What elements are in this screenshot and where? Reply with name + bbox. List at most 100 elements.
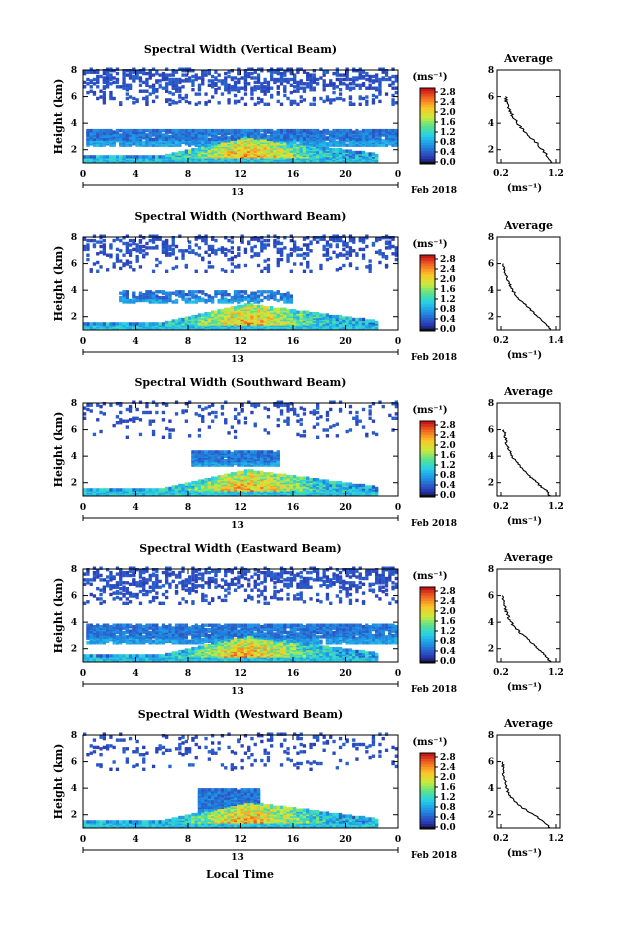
colorbar-tick-label: 1.2 — [440, 627, 456, 637]
colorbar-unit: (ms⁻¹) — [412, 239, 447, 250]
colorbar-frame — [419, 254, 436, 332]
colorbar-tick-label: 1.2 — [440, 461, 456, 471]
colorbar-tick-label: 2.8 — [440, 421, 456, 431]
colorbar-tick-label: 2.0 — [440, 275, 456, 285]
colorbar-tick-label: 0.0 — [440, 657, 456, 667]
colorbar-unit: (ms⁻¹) — [412, 737, 447, 748]
avg-y-tick-label: 2 — [488, 645, 494, 655]
panel-5: Spectral Width (Westward Beam) 2 4 6 8 Height… — [52, 708, 564, 863]
avg-x-tick-label: 0.2 — [493, 668, 509, 678]
colorbar-tick-label: 0.4 — [440, 148, 456, 158]
avg-x-tick-label: 1.4 — [548, 336, 564, 346]
colorbar-tick-label: 0.8 — [440, 305, 456, 315]
average-frame — [496, 236, 561, 331]
x-tick-label: 8 — [185, 170, 191, 180]
x-tick-label: 12 — [234, 503, 247, 513]
average-title: Average — [503, 219, 553, 232]
colorbar-tick-label: 2.4 — [440, 597, 456, 607]
y-tick-label: 4 — [71, 286, 77, 296]
x-tick-label: 0 — [80, 669, 86, 679]
x-tick-label: 16 — [287, 669, 300, 679]
panel-title: Spectral Width (Southward Beam) — [134, 376, 346, 389]
avg-x-tick-label: 0.2 — [493, 502, 509, 512]
colorbar — [420, 587, 435, 664]
x-tick-label: 16 — [287, 835, 300, 845]
colorbar-tick-label: 2.8 — [440, 753, 456, 763]
avg-y-tick-label: 4 — [488, 618, 494, 628]
colorbar-frame — [419, 586, 436, 664]
day-label: 13 — [231, 355, 244, 365]
colorbar-tick-label: 2.8 — [440, 255, 456, 265]
x-tick-label: 20 — [339, 835, 352, 845]
date-label: Feb 2018 — [411, 851, 457, 861]
x-tick-label: 4 — [132, 503, 138, 513]
heatmap — [83, 732, 398, 828]
heatmap — [83, 566, 398, 662]
y-tick-label: 2 — [71, 146, 77, 156]
avg-x-tick-label: 0.2 — [493, 834, 509, 844]
date-label: Feb 2018 — [411, 519, 457, 529]
y-tick-label: 4 — [71, 618, 77, 628]
x-tick-label: 16 — [287, 170, 300, 180]
x-tick-label: 4 — [132, 170, 138, 180]
avg-x-tick-label: 1.2 — [548, 169, 564, 179]
x-tick-label: 12 — [234, 669, 247, 679]
average-profile-line — [501, 429, 552, 497]
y-tick-label: 8 — [71, 731, 77, 741]
y-tick-label: 8 — [71, 66, 77, 76]
average-frame — [496, 402, 561, 497]
colorbar-tick-label: 1.6 — [440, 451, 456, 461]
y-tick-label: 6 — [71, 260, 77, 270]
colorbar-tick-label: 0.4 — [440, 315, 456, 325]
colorbar-tick-label: 1.6 — [440, 285, 456, 295]
day-label: 13 — [231, 521, 244, 531]
colorbar — [420, 753, 435, 830]
average-unit: (ms⁻¹) — [507, 848, 542, 859]
avg-y-tick-label: 6 — [488, 758, 494, 768]
avg-x-tick-label: 0.2 — [493, 169, 509, 179]
panel-4: Spectral Width (Eastward Beam) 2 4 6 8 Height… — [52, 542, 564, 697]
average-unit: (ms⁻¹) — [507, 516, 542, 527]
colorbar-tick-label: 1.6 — [440, 783, 456, 793]
x-tick-label: 12 — [234, 337, 247, 347]
avg-y-tick-label: 6 — [488, 592, 494, 602]
y-tick-label: 8 — [71, 565, 77, 575]
colorbar-tick-label: 0.0 — [440, 158, 456, 168]
colorbar-tick-label: 0.8 — [440, 471, 456, 481]
x-tick-label: 4 — [132, 835, 138, 845]
avg-x-tick-label: 0.2 — [493, 336, 509, 346]
colorbar-tick-label: 0.0 — [440, 823, 456, 833]
y-axis-label: Height (km) — [52, 79, 65, 155]
colorbar-tick-label: 0.8 — [440, 803, 456, 813]
avg-y-tick-label: 4 — [488, 452, 494, 462]
avg-y-tick-label: 2 — [488, 146, 494, 156]
date-label: Feb 2018 — [411, 353, 457, 363]
x-tick-label: 20 — [339, 669, 352, 679]
colorbar-tick-label: 0.0 — [440, 491, 456, 501]
colorbar-tick-label: 2.4 — [440, 763, 456, 773]
colorbar-tick-label: 2.4 — [440, 265, 456, 275]
avg-y-tick-label: 8 — [488, 565, 494, 575]
date-label: Feb 2018 — [411, 685, 457, 695]
avg-x-tick-label: 1.2 — [548, 668, 564, 678]
x-tick-label: 20 — [339, 337, 352, 347]
average-unit: (ms⁻¹) — [507, 350, 542, 361]
colorbar-frame — [419, 87, 436, 165]
avg-y-tick-label: 8 — [488, 233, 494, 243]
y-tick-label: 2 — [71, 811, 77, 821]
y-axis-label: Height (km) — [52, 412, 65, 488]
avg-y-tick-label: 4 — [488, 286, 494, 296]
y-tick-label: 2 — [71, 479, 77, 489]
colorbar-tick-label: 0.8 — [440, 637, 456, 647]
colorbar-tick-label: 1.6 — [440, 118, 456, 128]
colorbar-unit: (ms⁻¹) — [412, 571, 447, 582]
x-tick-label: 8 — [185, 503, 191, 513]
colorbar-tick-label: 0.8 — [440, 138, 456, 148]
y-axis-label: Height (km) — [52, 246, 65, 322]
x-tick-label: 0 — [80, 835, 86, 845]
day-label: 13 — [231, 687, 244, 697]
avg-x-tick-label: 1.2 — [548, 502, 564, 512]
heatmap — [83, 234, 398, 330]
heatmap — [83, 67, 398, 163]
